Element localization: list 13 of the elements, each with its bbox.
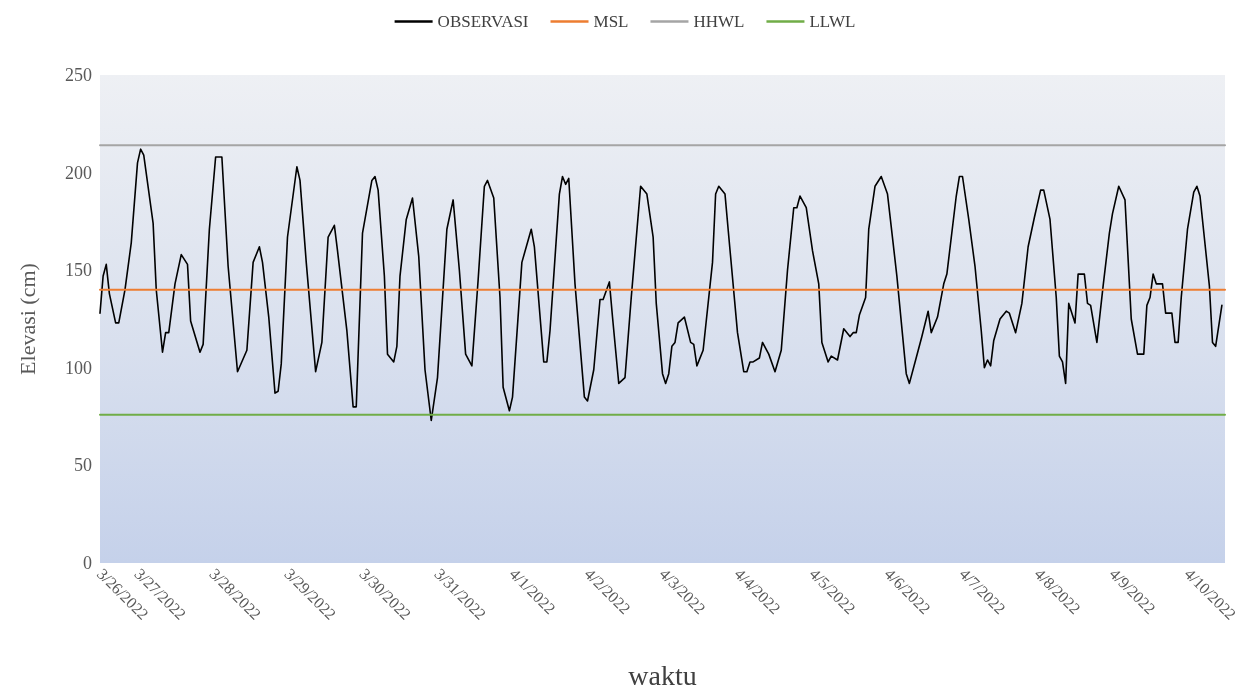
x-axis-title: waktu: [628, 659, 697, 691]
legend-label: MSL: [593, 12, 629, 31]
line-series: [99, 148, 1223, 422]
y-tick-label: 200: [65, 162, 92, 183]
y-tick-label: 250: [65, 65, 92, 85]
y-tick-label: 50: [74, 455, 92, 476]
legend-label: HHWL: [693, 12, 745, 31]
y-tick-label: 150: [65, 260, 92, 281]
y-tick-label: 100: [65, 357, 92, 378]
legend-label: OBSERVASI: [437, 12, 529, 31]
y-tick-label: 0: [83, 553, 92, 573]
y-axis-title: Elevasi (cm): [14, 263, 40, 375]
legend-label: LLWL: [809, 12, 856, 31]
